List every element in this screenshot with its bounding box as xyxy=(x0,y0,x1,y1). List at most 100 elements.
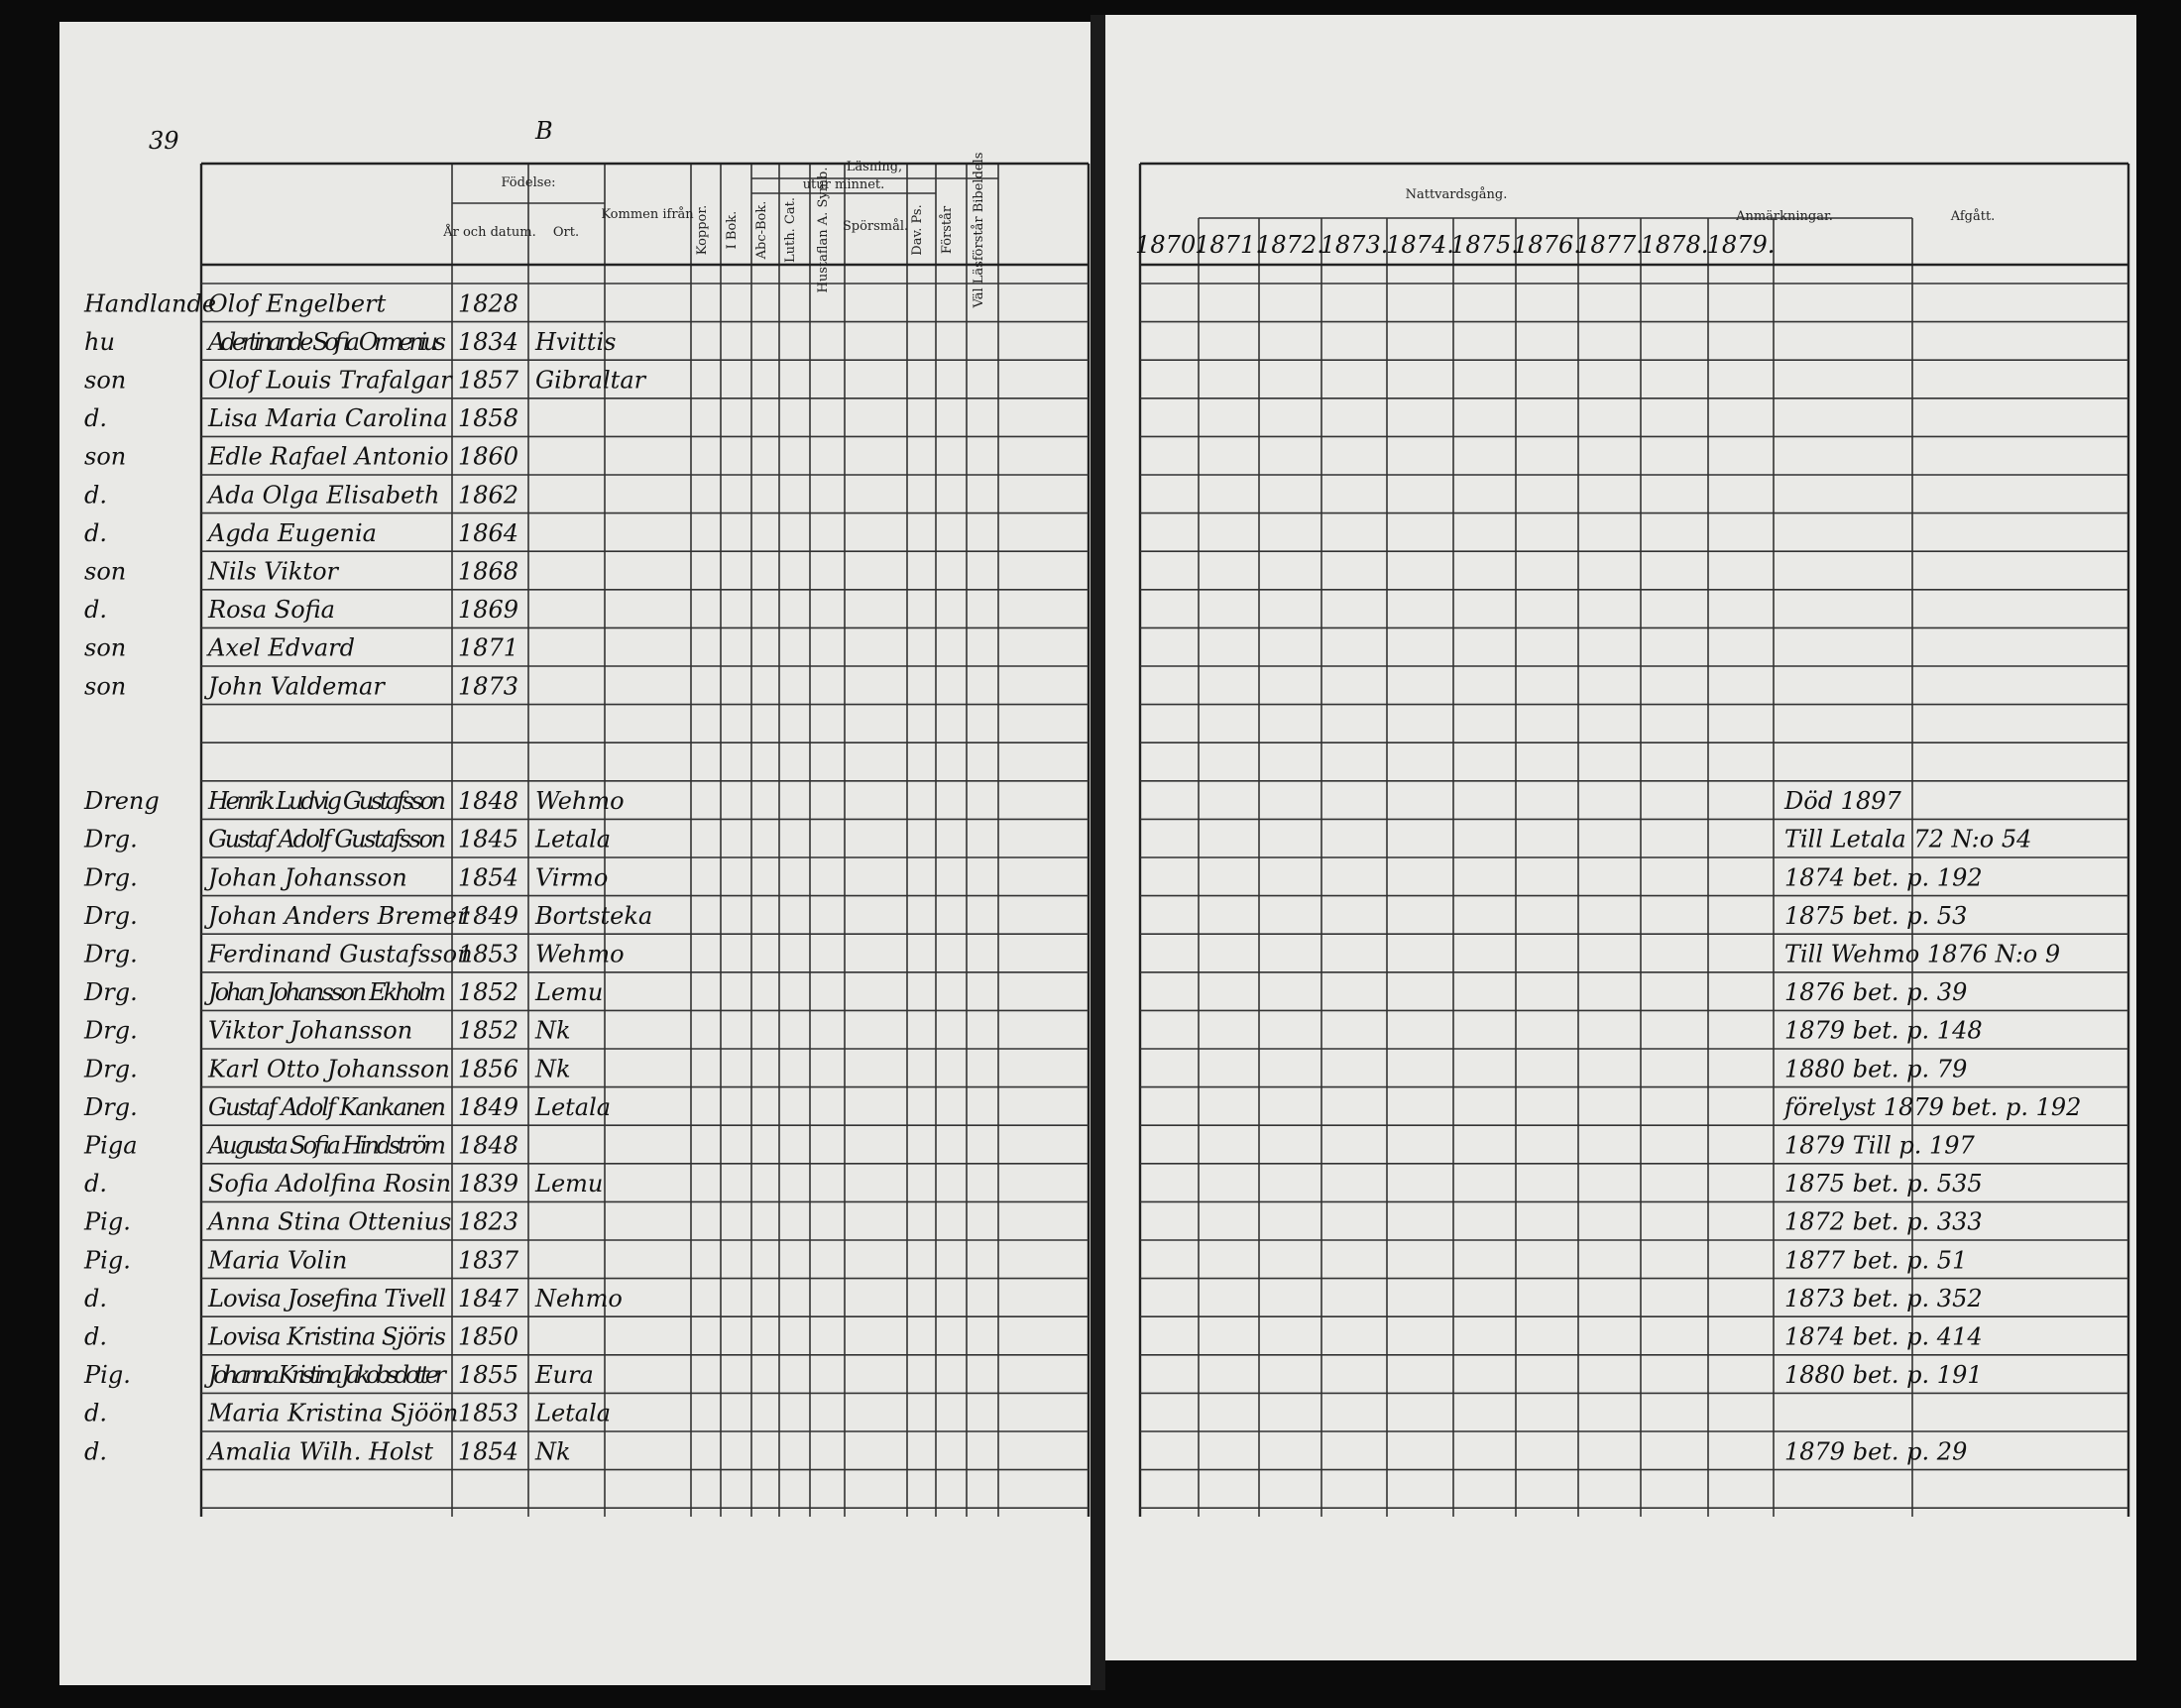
header: Afgått. xyxy=(1950,208,1996,224)
header: Luth. Cat. xyxy=(783,197,798,263)
birth-year: 1864 xyxy=(458,519,518,547)
birth-year: 1850 xyxy=(458,1323,518,1351)
role: Pig. xyxy=(83,1208,131,1236)
left-page xyxy=(59,22,1092,1685)
name: Anna Stina Ottenius xyxy=(206,1208,451,1236)
header: Spörsmål. xyxy=(843,218,908,234)
role: Drg. xyxy=(83,1017,138,1045)
birth-place: Nk xyxy=(534,1055,571,1082)
name: Maria Volin xyxy=(207,1246,347,1274)
name: Johan Johansson xyxy=(203,863,407,891)
birth-year: 1849 xyxy=(458,1093,518,1121)
remark: 1874 bet. p. 192 xyxy=(1784,863,1983,891)
remark: 1879 Till p. 197 xyxy=(1784,1132,1976,1160)
remark: 1876 bet. p. 39 xyxy=(1784,978,1967,1006)
role: Drg. xyxy=(83,1093,138,1121)
birth-year: 1862 xyxy=(458,481,518,509)
role: d. xyxy=(84,481,107,509)
year-heading: 1876. xyxy=(1513,231,1581,259)
role: Piga xyxy=(83,1132,138,1160)
name: Nils Viktor xyxy=(207,558,340,586)
header: Dav. Ps. xyxy=(910,204,925,255)
role: son xyxy=(84,634,126,662)
name: Johan Anders Bremer xyxy=(203,902,470,930)
year-heading: 1879. xyxy=(1707,231,1776,259)
role: Dreng xyxy=(83,787,160,815)
role: d. xyxy=(84,596,107,624)
birth-year: 1854 xyxy=(458,1437,518,1465)
birth-year: 1853 xyxy=(458,1400,518,1427)
role: d. xyxy=(84,1323,107,1351)
name: Ada Olga Elisabeth xyxy=(206,481,439,509)
birth-year: 1857 xyxy=(458,367,519,395)
birth-year: 1845 xyxy=(458,826,518,854)
role: Drg. xyxy=(83,863,138,891)
name: Henrik Ludvig Gustafsson xyxy=(207,787,446,815)
role: d. xyxy=(84,1400,107,1427)
birth-year: 1855 xyxy=(458,1361,518,1389)
role: d. xyxy=(84,404,107,432)
birth-year: 1848 xyxy=(458,787,518,815)
header: Förstår xyxy=(939,205,955,254)
year-heading: 1877. xyxy=(1575,231,1644,259)
name: Johan Johansson Ekholm xyxy=(203,978,446,1006)
header: Nattvardsgång. xyxy=(1406,186,1508,202)
birth-place: Virmo xyxy=(535,863,608,891)
birth-year: 1828 xyxy=(458,289,518,317)
birth-place: Lemu xyxy=(534,978,603,1006)
register-letter: B xyxy=(534,117,553,145)
birth-place: Letala xyxy=(534,826,611,854)
remark: 1879 bet. p. 29 xyxy=(1784,1437,1967,1465)
birth-place: Letala xyxy=(534,1093,611,1121)
birth-year: 1853 xyxy=(458,941,518,968)
birth-year: 1854 xyxy=(458,863,518,891)
name: Viktor Johansson xyxy=(208,1017,412,1045)
name: Agda Eugenia xyxy=(206,519,377,547)
right-page xyxy=(1105,15,2136,1660)
birth-place: Wehmo xyxy=(535,787,625,815)
year-heading: 1875. xyxy=(1450,231,1519,259)
role: son xyxy=(84,558,126,586)
role: son xyxy=(84,443,126,471)
year-heading: 1873. xyxy=(1320,231,1389,259)
role: d. xyxy=(84,1170,107,1197)
name: Adertinande Sofia Ormenius xyxy=(206,328,446,356)
birth-year: 1849 xyxy=(458,902,518,930)
header: utur minnet. xyxy=(803,177,885,192)
header: Koppor. xyxy=(695,205,710,256)
birth-year: 1856 xyxy=(458,1055,518,1082)
role: Pig. xyxy=(83,1361,131,1389)
birth-year: 1873 xyxy=(458,672,518,700)
header: Kommen ifrån xyxy=(601,206,694,222)
remark: 1877 bet. p. 51 xyxy=(1784,1246,1967,1274)
header: Väl Läsförstår Bibeldels xyxy=(971,153,986,309)
role: d. xyxy=(84,519,107,547)
header: År och datum. xyxy=(442,224,535,240)
name: Sofia Adolfina Rosin xyxy=(208,1170,451,1197)
remark: Till Letala 72 N:o 54 xyxy=(1784,826,2031,854)
birth-year: 1839 xyxy=(458,1170,518,1197)
name: Karl Otto Johansson xyxy=(207,1055,450,1082)
year-heading: 1870. xyxy=(1135,231,1204,259)
remark: förelyst 1879 bet. p. 192 xyxy=(1782,1093,2081,1121)
name: Lovisa Josefina Tivell xyxy=(207,1285,446,1312)
name: Gustaf Adolf Kankanen xyxy=(208,1093,446,1121)
remark: 1873 bet. p. 352 xyxy=(1784,1285,1983,1312)
birth-place: Gibraltar xyxy=(535,367,647,395)
remark: 1880 bet. p. 191 xyxy=(1784,1361,1983,1389)
name: Lisa Maria Carolina xyxy=(207,404,448,432)
role: son xyxy=(84,672,126,700)
birth-year: 1837 xyxy=(458,1246,519,1274)
remark: 1875 bet. p. 535 xyxy=(1784,1170,1983,1197)
remark: Till Wehmo 1876 N:o 9 xyxy=(1784,941,2060,968)
birth-place: Wehmo xyxy=(535,941,625,968)
remark: Död 1897 xyxy=(1783,787,1901,815)
role: hu xyxy=(84,328,115,356)
year-heading: 1871. xyxy=(1195,231,1263,259)
name: Rosa Sofia xyxy=(207,596,335,624)
header: Hustaflan A. Symb. xyxy=(816,168,831,293)
birth-year: 1860 xyxy=(458,443,518,471)
role: Pig. xyxy=(83,1246,131,1274)
remark: 1872 bet. p. 333 xyxy=(1784,1208,1983,1236)
birth-year: 1868 xyxy=(458,558,518,586)
